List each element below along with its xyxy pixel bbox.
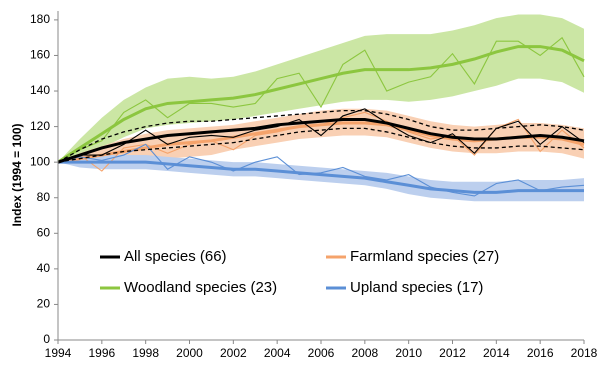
y-tick-label: 100 <box>30 154 50 168</box>
legend-label: All species (66) <box>124 248 227 265</box>
y-axis-label: Index (1994 = 100) <box>10 123 24 226</box>
y-tick-label: 80 <box>37 190 51 204</box>
trend-line <box>57 117 585 164</box>
legend-label: Woodland species (23) <box>124 279 277 296</box>
plot-area <box>57 14 585 202</box>
confidence-band <box>58 14 584 163</box>
y-tick-label: 160 <box>30 48 50 62</box>
x-tick-label: 1998 <box>132 346 159 360</box>
confidence-line <box>57 127 585 163</box>
y-tick-label: 40 <box>37 261 51 275</box>
y-tick-label: 60 <box>37 225 51 239</box>
index-line <box>57 143 585 197</box>
x-tick-label: 1996 <box>88 346 115 360</box>
x-tick-label: 2012 <box>439 346 466 360</box>
y-tick-label: 120 <box>30 119 50 133</box>
index-line <box>57 36 585 163</box>
y-tick-label: 180 <box>30 12 50 26</box>
x-tick-label: 2008 <box>351 346 378 360</box>
x-tick-label: 2018 <box>571 346 598 360</box>
legend-label: Farmland species (27) <box>350 248 499 265</box>
x-tick-label: 2004 <box>264 346 291 360</box>
legend-label: Upland species (17) <box>350 279 483 296</box>
index-line <box>57 108 585 163</box>
x-tick-label: 2010 <box>395 346 422 360</box>
x-tick-label: 2002 <box>220 346 247 360</box>
y-tick-label: 0 <box>43 332 50 346</box>
y-tick-label: 140 <box>30 83 50 97</box>
trend-line <box>58 160 584 194</box>
trend-line <box>57 45 585 164</box>
confidence-band <box>58 108 584 164</box>
x-tick-label: 1994 <box>45 346 72 360</box>
x-tick-label: 2014 <box>483 346 510 360</box>
x-tick-label: 2000 <box>176 346 203 360</box>
y-tick-label: 20 <box>37 297 51 311</box>
x-tick-label: 2016 <box>527 346 554 360</box>
x-tick-label: 2006 <box>308 346 335 360</box>
